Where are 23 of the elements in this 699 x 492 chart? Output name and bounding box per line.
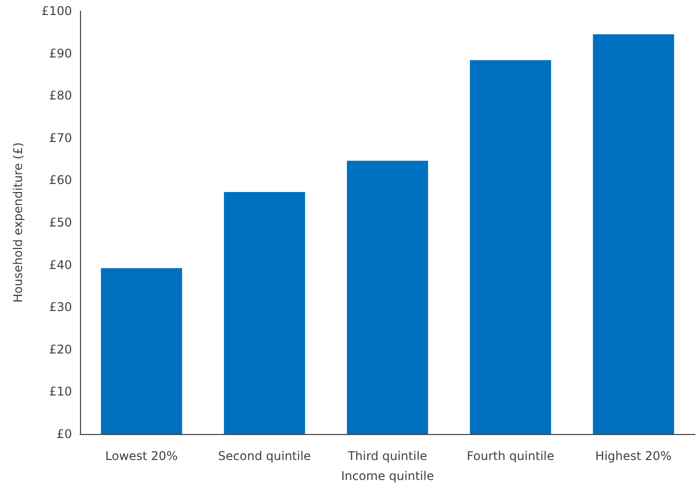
x-tick-label: Second quintile xyxy=(218,449,311,463)
x-tick-label: Fourth quintile xyxy=(466,449,554,463)
y-axis-title: Household expenditure (£) xyxy=(11,142,25,303)
y-tick-label: £90 xyxy=(49,46,72,60)
y-tick-label: £20 xyxy=(49,342,72,356)
bar xyxy=(592,34,674,434)
bar xyxy=(224,192,306,434)
y-tick-label: £100 xyxy=(41,4,72,18)
y-tick-label: £0 xyxy=(56,427,72,441)
x-axis-title: Income quintile xyxy=(341,469,434,483)
y-tick-label: £30 xyxy=(49,300,72,314)
y-tick-label: £60 xyxy=(49,173,72,188)
y-tick-label: £80 xyxy=(49,88,72,103)
bar xyxy=(470,60,552,434)
x-tick-label: Lowest 20% xyxy=(105,449,178,463)
x-tick-label: Third quintile xyxy=(346,449,428,463)
bar xyxy=(346,160,428,434)
x-tick-label: Highest 20% xyxy=(595,449,672,463)
y-tick-label: £70 xyxy=(49,130,72,145)
y-tick-label: £40 xyxy=(49,258,72,272)
bar xyxy=(100,268,182,434)
y-tick-label: £10 xyxy=(49,384,72,399)
y-tick-label: £50 xyxy=(49,216,72,230)
